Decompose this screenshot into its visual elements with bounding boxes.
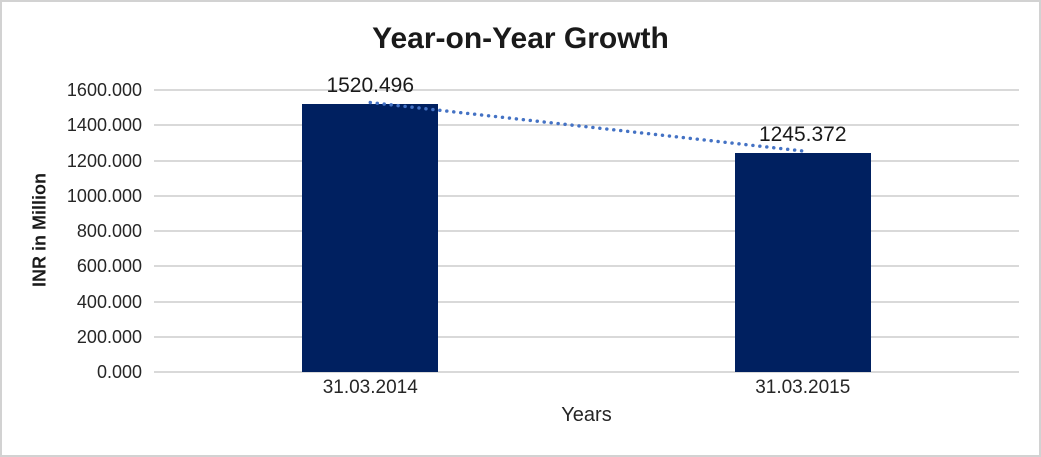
y-tick-label: 1000.000 (66, 185, 142, 206)
x-tick-label: 31.03.2015 (755, 377, 851, 398)
gridline (154, 89, 1019, 91)
y-tick-label: 0.000 (96, 362, 142, 382)
chart-title: Year-on-Year Growth (372, 22, 669, 55)
x-axis-title: Years (561, 404, 612, 426)
gridline (154, 194, 1019, 197)
bar (302, 104, 439, 372)
gridline (154, 265, 1019, 268)
gridline (154, 335, 1019, 338)
y-tick-label: 1400.000 (66, 115, 142, 136)
data-label: 1520.496 (326, 74, 415, 97)
x-tick-label: 31.03.2014 (322, 377, 418, 398)
bar (734, 152, 871, 372)
gridline (154, 371, 1019, 373)
y-tick-label: 400.000 (76, 291, 142, 312)
y-tick-label: 1600.000 (66, 80, 142, 100)
y-tick-label: 800.000 (76, 221, 142, 241)
gridline (154, 159, 1019, 162)
y-tick-label: 600.000 (76, 256, 142, 277)
gridline (154, 300, 1019, 303)
y-tick-label: 200.000 (76, 326, 142, 347)
data-label: 1245.372 (758, 122, 847, 146)
gridline (154, 230, 1019, 232)
y-tick-label: 1200.000 (66, 150, 142, 171)
